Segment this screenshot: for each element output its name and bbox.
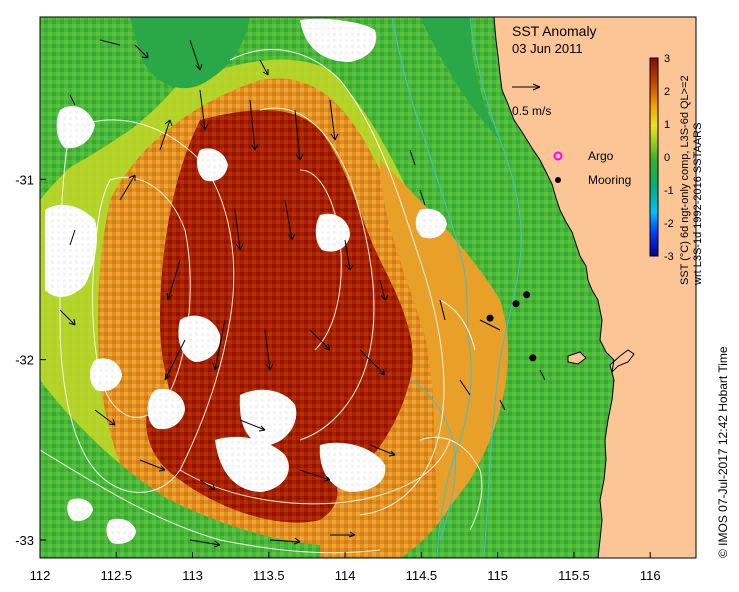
mooring-marker-icon xyxy=(555,177,561,183)
legend-argo-label: Argo xyxy=(588,149,614,163)
colorbar-label-line2: wrt L3S-1d 1992-2016 SSTAARS xyxy=(692,123,704,286)
bathymetry-contours xyxy=(391,17,522,558)
sea-level-contours xyxy=(40,49,483,554)
x-tick-label: 112 xyxy=(30,568,51,583)
colorbar-tick-label: 3 xyxy=(664,53,670,65)
x-tick-label: 112.5 xyxy=(100,568,132,583)
x-tick-label: 113 xyxy=(182,568,203,583)
velocity-scale: 0.5 m/s xyxy=(512,83,551,118)
sst-anomaly-field xyxy=(40,17,696,558)
mooring-point xyxy=(486,314,494,322)
x-tick-label: 115.5 xyxy=(558,568,590,583)
colorbar-tick-label: -1 xyxy=(664,185,674,197)
scale-arrow-icon xyxy=(512,83,541,91)
x-tick-label: 113.5 xyxy=(253,568,285,583)
map-title: SST Anomaly xyxy=(512,23,597,39)
current-velocity-arrows xyxy=(59,39,546,548)
y-tick-label: -31 xyxy=(15,172,34,187)
credit-text: © IMOS 07-Jul-2017 12:42 Hobart Time xyxy=(716,346,730,558)
legend-mooring-label: Mooring xyxy=(588,173,631,187)
colorbar: 3 2 1 0 -1 -2 -3 SST (°C) 6d ngt-only comp, L3… xyxy=(649,53,704,286)
mooring-markers xyxy=(486,291,537,362)
x-tick-label: 114.5 xyxy=(406,568,438,583)
mooring-point xyxy=(529,354,537,362)
colorbar-tick-label: 0 xyxy=(664,152,670,164)
latitude-axis: -31 -32 -33 xyxy=(15,172,46,548)
colorbar-ramp xyxy=(649,57,659,257)
colorbar-label-line1: SST (°C) 6d ngt-only comp, L3S-6d QL>=2 xyxy=(679,75,691,285)
map-date: 03 Jun 2011 xyxy=(512,41,583,56)
map-frame xyxy=(39,16,697,559)
x-tick-label: 116 xyxy=(640,568,661,583)
marker-legend: Argo Mooring xyxy=(553,149,631,187)
y-tick-label: -32 xyxy=(15,353,34,368)
mooring-point xyxy=(512,300,520,308)
land-mass xyxy=(493,17,696,558)
colorbar-tick-label: 2 xyxy=(664,86,670,98)
colorbar-tick-label: -3 xyxy=(664,251,674,263)
x-tick-label: 114 xyxy=(335,568,356,583)
colorbar-ticks: 3 2 1 0 -1 -2 -3 xyxy=(664,53,674,263)
argo-marker-icon xyxy=(553,151,563,161)
scale-arrow-label: 0.5 m/s xyxy=(512,104,551,118)
colorbar-tick-label: -2 xyxy=(664,218,674,230)
mooring-point xyxy=(523,291,531,299)
y-tick-label: -33 xyxy=(15,533,34,548)
colorbar-tick-label: 1 xyxy=(664,119,670,131)
longitude-axis: 112 112.5 113 113.5 114 114.5 115 115.5 116 xyxy=(30,552,661,583)
x-tick-label: 115 xyxy=(487,568,508,583)
no-data-patches xyxy=(45,18,447,544)
